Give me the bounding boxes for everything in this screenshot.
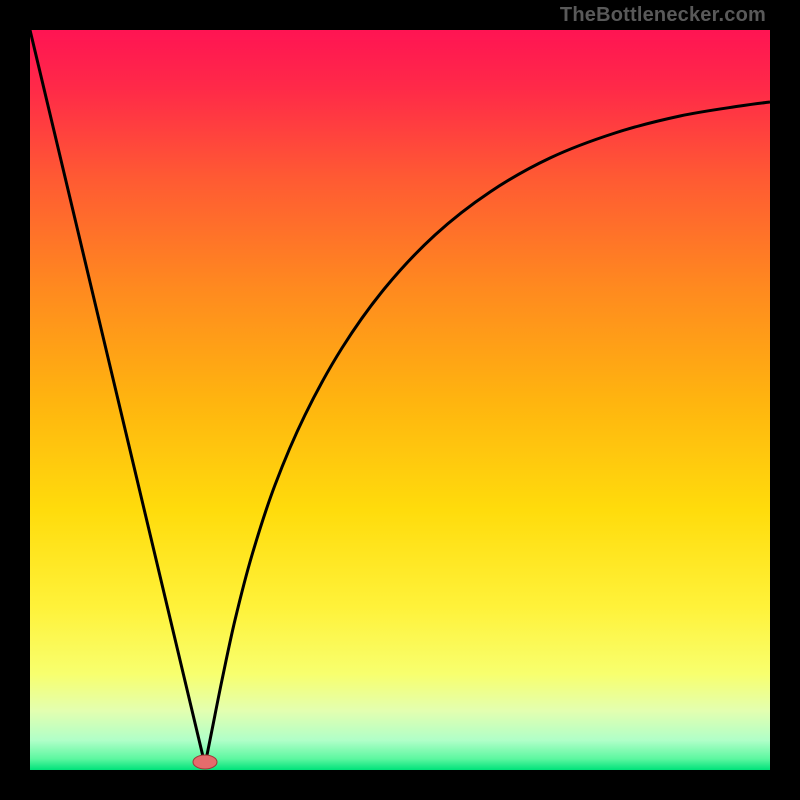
curve-left-branch: [30, 30, 205, 765]
chart-frame: TheBottlenecker.com: [0, 0, 800, 800]
curve-layer: [30, 30, 770, 770]
watermark-text: TheBottlenecker.com: [560, 4, 766, 27]
minimum-marker: [193, 755, 217, 769]
plot-area: [30, 30, 770, 770]
curve-right-branch: [205, 102, 770, 765]
